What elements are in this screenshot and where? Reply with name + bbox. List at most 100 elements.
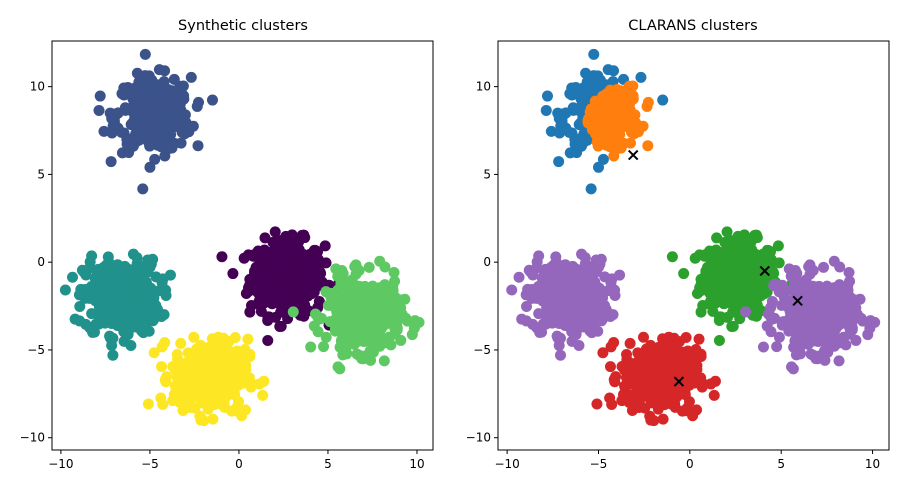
data-point — [520, 315, 532, 327]
data-point — [223, 336, 235, 348]
data-point — [188, 331, 200, 343]
data-point — [736, 253, 748, 265]
data-point — [768, 267, 780, 279]
data-point — [533, 308, 545, 320]
subplot-clarans-clusters: CLARANS clusters −10 −5 0 5 10 −10 −5 0 5 10 — [466, 18, 890, 471]
data-point — [269, 236, 281, 248]
data-point — [207, 413, 219, 425]
data-point — [546, 317, 558, 329]
data-point — [167, 395, 179, 407]
data-point — [383, 331, 395, 343]
data-point — [555, 280, 567, 292]
data-point — [540, 104, 552, 116]
data-point — [127, 300, 139, 312]
data-point — [143, 304, 155, 316]
data-point — [833, 355, 845, 367]
data-point — [86, 308, 98, 320]
data-point — [667, 358, 679, 370]
data-point — [553, 156, 565, 168]
data-point — [657, 413, 669, 425]
data-point — [773, 331, 785, 343]
data-point — [314, 256, 326, 268]
data-point — [832, 309, 844, 321]
data-point — [757, 341, 769, 353]
data-point — [373, 318, 385, 330]
data-point — [562, 264, 574, 276]
data-point — [566, 89, 578, 101]
data-point — [269, 282, 281, 294]
data-point — [727, 259, 739, 271]
data-point — [513, 271, 525, 283]
data-point — [263, 311, 275, 323]
data-point — [854, 293, 866, 305]
data-point — [794, 347, 806, 359]
data-point — [541, 90, 553, 102]
y-tick-label: 10 — [476, 80, 491, 94]
data-point — [107, 349, 119, 361]
data-point — [87, 326, 99, 338]
data-point — [657, 94, 669, 106]
data-point — [765, 326, 777, 338]
data-point — [595, 292, 607, 304]
data-point — [769, 312, 781, 324]
data-point — [726, 320, 738, 332]
y-tick-label: 0 — [37, 255, 45, 269]
data-point — [137, 265, 149, 277]
x-tick-label: 5 — [777, 457, 785, 471]
data-point — [828, 282, 840, 294]
data-point — [609, 284, 621, 296]
data-point — [715, 311, 727, 323]
data-point — [185, 71, 197, 83]
data-point — [787, 363, 799, 375]
data-point — [687, 366, 699, 378]
data-point — [157, 398, 169, 410]
data-point — [616, 361, 628, 373]
data-point — [167, 361, 179, 373]
data-point — [141, 121, 153, 133]
data-point — [706, 256, 718, 268]
data-point — [591, 304, 603, 316]
medoid-marker — [627, 149, 639, 161]
data-point — [320, 331, 332, 343]
data-point — [673, 336, 685, 348]
data-point — [178, 90, 190, 102]
data-point — [220, 391, 232, 403]
data-point — [626, 126, 638, 138]
data-point — [711, 248, 723, 260]
data-point — [196, 391, 208, 403]
data-point — [713, 334, 725, 346]
x-tick-label: −5 — [590, 457, 608, 471]
data-point — [530, 262, 542, 274]
data-point — [319, 240, 331, 252]
data-point — [813, 280, 825, 292]
subplot-synthetic-clusters: Synthetic clusters −10 −5 0 5 10 −10 −5 0 5 10 — [20, 18, 434, 471]
data-point — [152, 129, 164, 141]
data-point — [597, 102, 609, 114]
data-point — [251, 283, 263, 295]
data-point — [99, 317, 111, 329]
data-point — [721, 226, 733, 238]
data-point — [238, 377, 250, 389]
data-point — [350, 335, 362, 347]
data-point — [747, 262, 759, 274]
data-point — [594, 74, 606, 86]
data-point — [305, 341, 317, 353]
data-point — [681, 402, 693, 414]
x-tick-label: 10 — [865, 457, 880, 471]
data-point — [614, 269, 626, 281]
data-point — [228, 364, 240, 376]
data-point — [255, 256, 267, 268]
data-point — [828, 340, 840, 352]
data-point — [738, 236, 750, 248]
data-point — [59, 284, 71, 296]
data-point — [678, 364, 690, 376]
data-point — [573, 139, 585, 151]
data-point — [705, 294, 717, 306]
data-point — [176, 126, 188, 138]
data-point — [315, 267, 327, 279]
data-point — [610, 142, 622, 154]
data-point — [534, 326, 546, 338]
data-point — [194, 368, 206, 380]
medoid-marker — [759, 265, 770, 277]
data-point — [624, 337, 636, 349]
